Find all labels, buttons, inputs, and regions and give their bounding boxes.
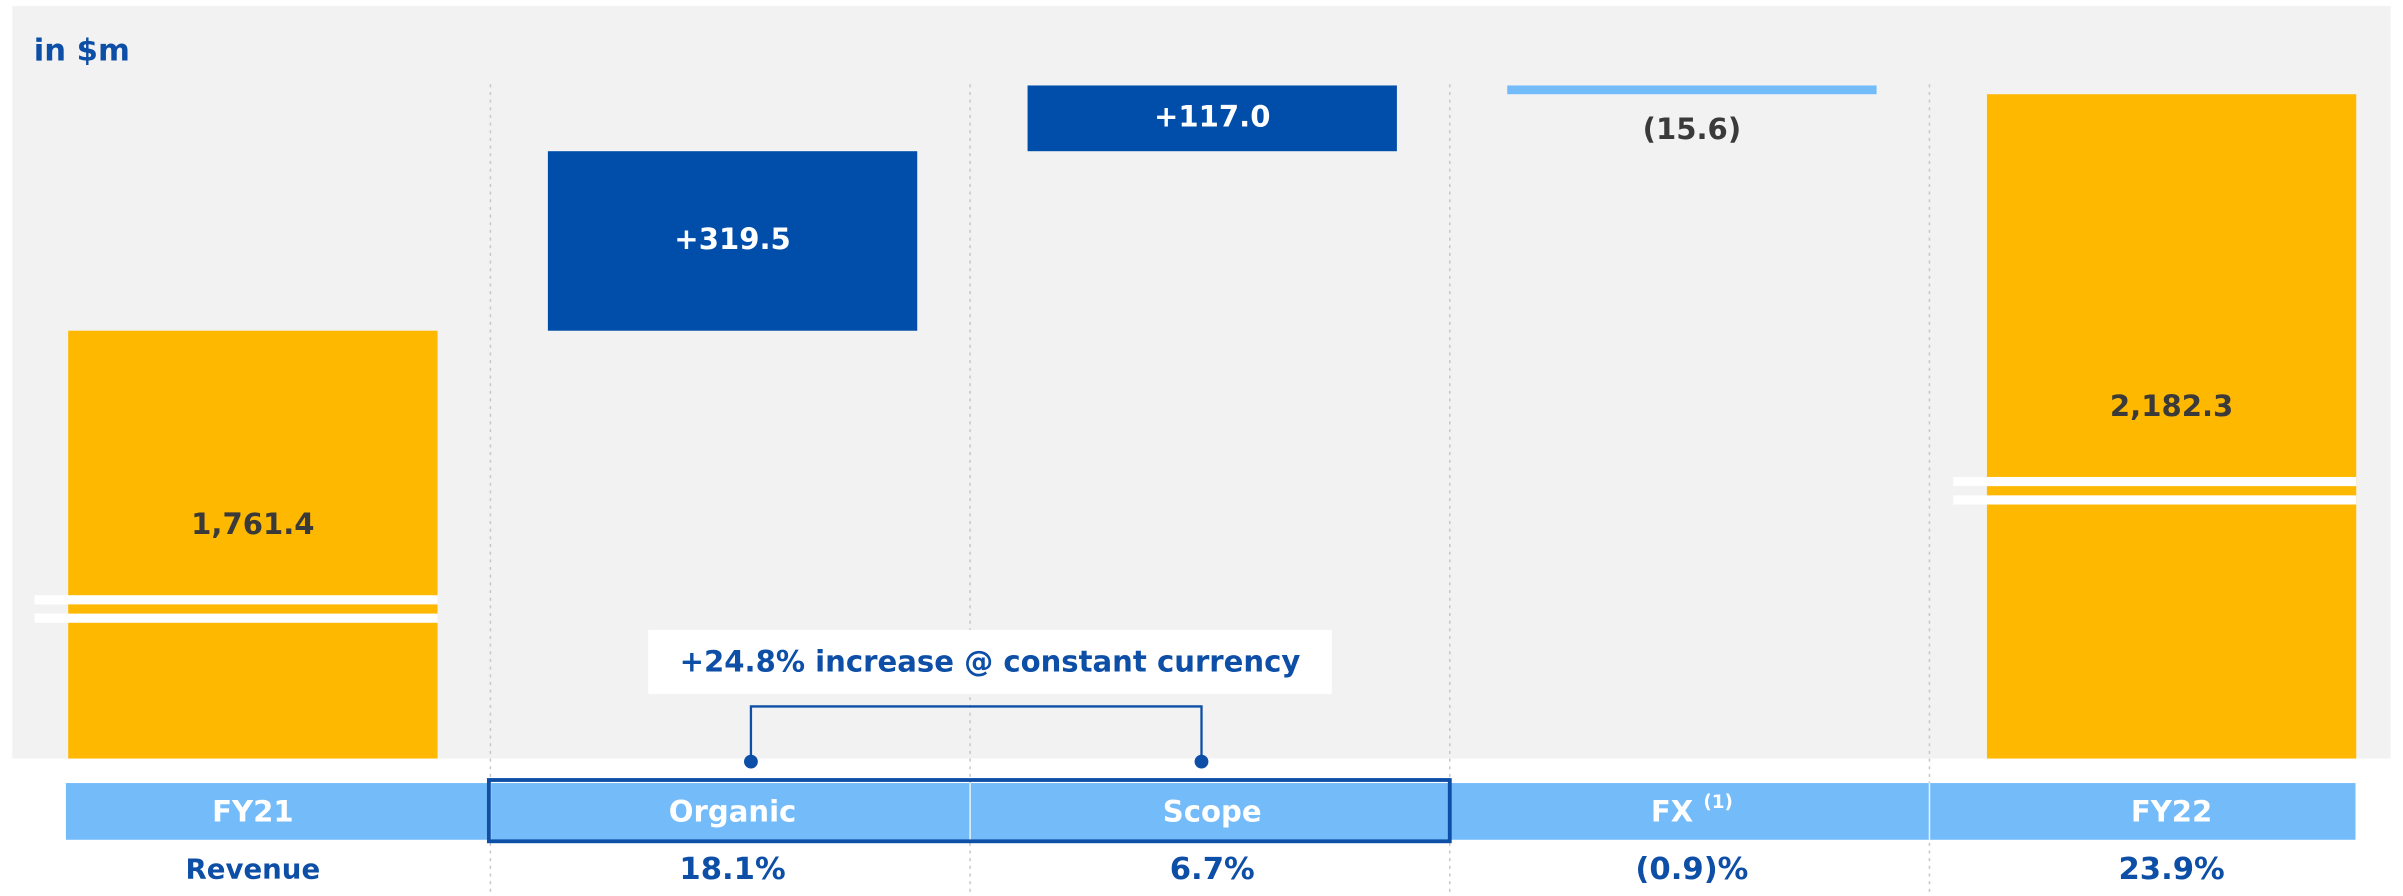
header-row — [65, 783, 2356, 840]
annotation: +24.8% increase @ constant currency — [680, 645, 1301, 679]
category-label: FX (1) — [1651, 792, 1733, 829]
category-name: FY21 — [212, 795, 293, 829]
axis-break — [34, 613, 438, 623]
bar — [547, 151, 918, 331]
growth-value: 6.7% — [1170, 852, 1255, 887]
growth-value: 18.1% — [679, 852, 785, 887]
bracket-dot — [1194, 754, 1209, 769]
value-label: +319.5 — [674, 222, 790, 256]
axis-break — [1953, 495, 2357, 505]
value-label: (15.6) — [1643, 112, 1741, 146]
category-name: Organic — [669, 795, 797, 829]
bracket-dot — [744, 754, 758, 769]
axis-break — [1953, 476, 2357, 487]
growth-value: 23.9% — [2118, 852, 2224, 887]
category-label: FY22 — [2131, 795, 2212, 829]
unit-label: in $m — [34, 34, 130, 69]
value-label: +117.0 — [1154, 99, 1270, 133]
category-label: Scope — [1163, 795, 1262, 829]
bar — [1027, 85, 1397, 152]
bar — [68, 330, 438, 759]
category-label: FY21 — [212, 795, 293, 829]
highlight-box — [486, 778, 1452, 844]
value-label: 2,182.3 — [2110, 389, 2233, 423]
growth-value: (0.9)% — [1635, 852, 1748, 887]
bar — [1986, 94, 2357, 759]
category-note: (1) — [1703, 792, 1733, 813]
annotation-box — [648, 629, 1332, 695]
row-label: Revenue — [186, 852, 321, 885]
category-name: FX — [1651, 795, 1693, 829]
value-label: 1,761.4 — [191, 507, 314, 541]
category-name: FY22 — [2131, 795, 2212, 829]
category-label: Organic — [669, 795, 797, 829]
axis-break — [34, 595, 438, 605]
category-name: Scope — [1163, 795, 1262, 829]
bracket — [749, 705, 1203, 762]
bar — [1507, 85, 1877, 95]
